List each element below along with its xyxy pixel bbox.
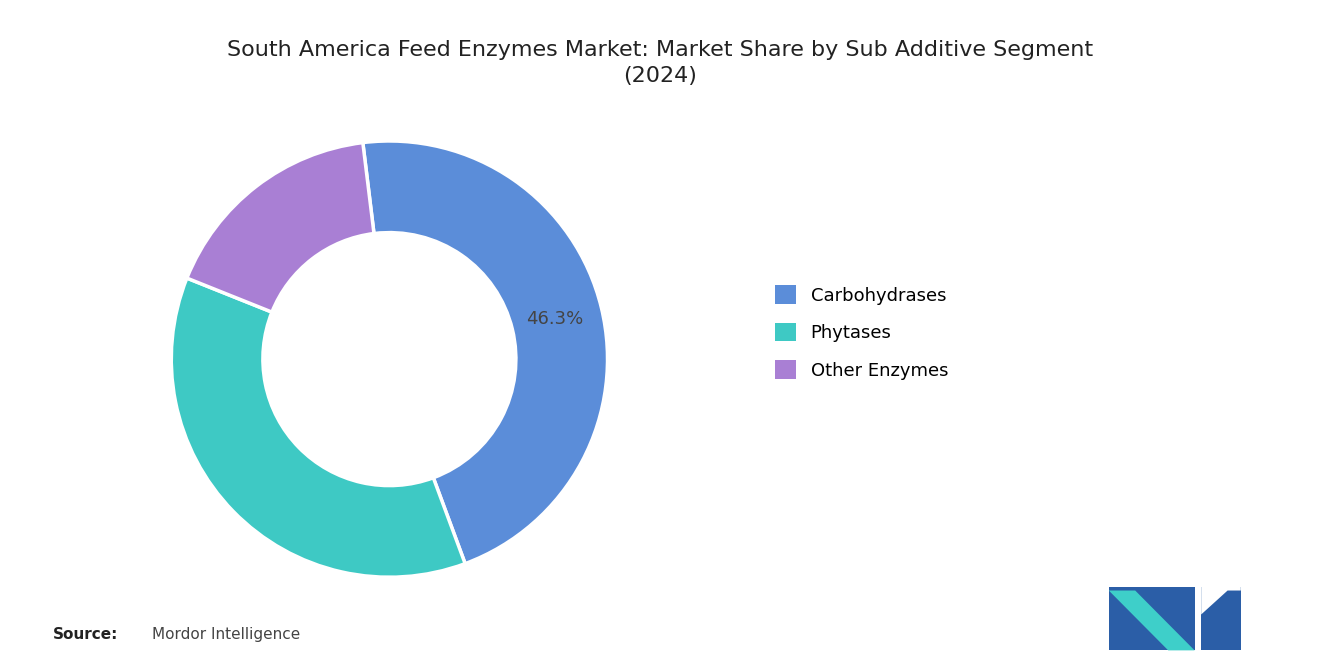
Bar: [1201, 587, 1241, 650]
Text: Mordor Intelligence: Mordor Intelligence: [152, 626, 300, 642]
Polygon shape: [1201, 587, 1241, 614]
Wedge shape: [187, 142, 374, 312]
Wedge shape: [363, 141, 607, 564]
Text: South America Feed Enzymes Market: Market Share by Sub Additive Segment
(2024): South America Feed Enzymes Market: Marke…: [227, 40, 1093, 86]
Bar: [1109, 587, 1195, 650]
Legend: Carbohydrases, Phytases, Other Enzymes: Carbohydrases, Phytases, Other Enzymes: [775, 285, 948, 380]
Wedge shape: [172, 278, 465, 577]
Text: 46.3%: 46.3%: [527, 310, 583, 328]
Polygon shape: [1109, 591, 1195, 650]
Text: Source:: Source:: [53, 626, 119, 642]
